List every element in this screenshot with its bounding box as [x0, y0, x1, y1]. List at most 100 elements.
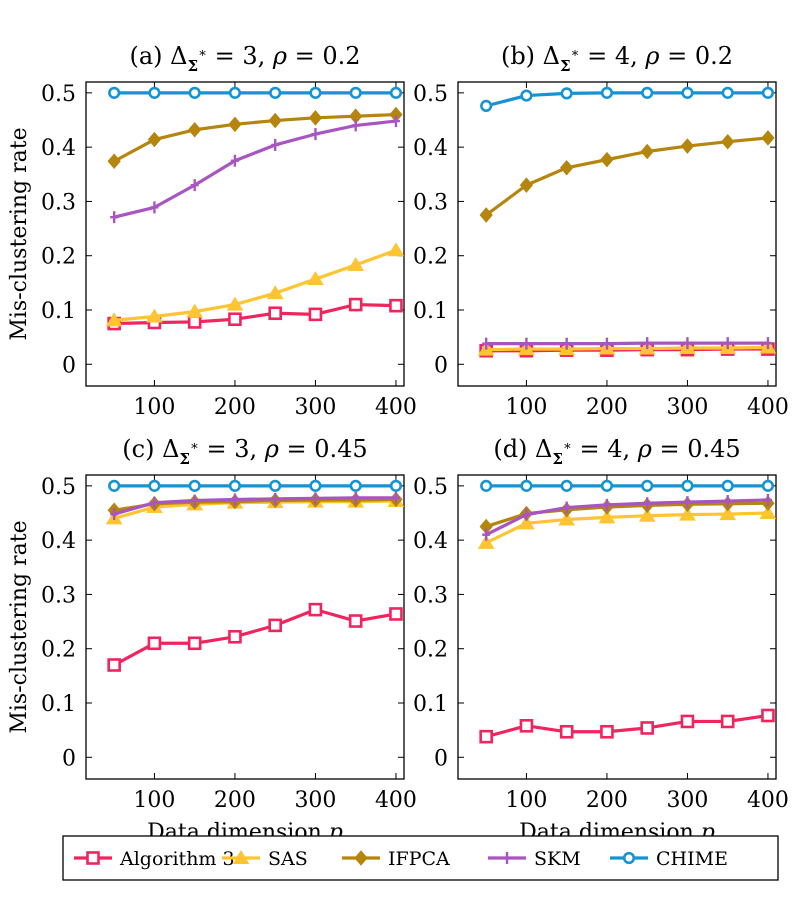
data-point	[640, 143, 654, 160]
legend-label: SAS	[268, 848, 308, 870]
data-point	[389, 86, 403, 99]
data-point	[602, 498, 611, 511]
panel-title-part: (c)	[122, 435, 162, 463]
data-point	[226, 296, 244, 311]
data-point	[482, 337, 491, 350]
data-point	[723, 337, 732, 350]
y-tick-label: 0.3	[413, 190, 448, 215]
data-point	[763, 493, 772, 506]
plot-frame	[85, 81, 405, 387]
data-point	[311, 128, 320, 141]
data-point	[559, 724, 574, 739]
legend-marker	[232, 850, 250, 864]
data-point	[309, 86, 322, 99]
data-point	[147, 636, 162, 651]
data-point	[720, 714, 735, 729]
data-point	[150, 201, 159, 214]
data-point	[230, 493, 239, 506]
data-point	[522, 508, 531, 521]
chart-panel: 0 0.1 0.2 0.3 0.4 0.5 100 200 300 400 (a) ΔΣ∗ = 3,…	[7, 42, 417, 420]
x-tick-label: 100	[133, 788, 175, 813]
data-point	[188, 86, 201, 99]
legend-label: CHIME	[656, 848, 728, 870]
data-point	[271, 138, 280, 151]
data-point	[190, 494, 199, 507]
panel-title-part: ρ	[264, 435, 279, 463]
panel-title-part: (b)	[501, 42, 543, 70]
data-point	[719, 506, 737, 521]
data-point	[761, 708, 775, 723]
y-tick-label: 0.2	[41, 638, 76, 663]
data-point	[228, 312, 242, 327]
data-point	[522, 337, 531, 350]
panel-title-part: = 3,	[199, 435, 265, 463]
y-tick-label: 0.3	[41, 583, 76, 608]
series-skm	[110, 491, 400, 521]
data-point	[188, 122, 202, 138]
data-point	[309, 479, 322, 492]
data-point	[482, 528, 491, 541]
series-chime	[480, 479, 775, 492]
data-point	[681, 479, 694, 492]
legend-marker	[86, 851, 100, 865]
legend-item: IFPCA	[342, 848, 450, 870]
data-point	[349, 479, 362, 492]
data-point	[558, 511, 576, 526]
data-point	[308, 110, 323, 126]
series-chime	[480, 86, 775, 112]
legend-marker	[354, 850, 368, 866]
data-point	[643, 337, 652, 350]
panel-title-part: = 4,	[579, 42, 645, 70]
panel-title-part: = 3,	[207, 42, 273, 70]
data-point	[560, 87, 573, 100]
panel-title-part: = 0.45	[652, 435, 741, 463]
data-point	[188, 479, 201, 492]
panel-title-part: Σ	[552, 450, 563, 468]
legend-item: SKM	[488, 848, 581, 870]
legend-item: CHIME	[610, 848, 728, 870]
chart-panel: 0 0.1 0.2 0.3 0.4 0.5 100 200 300 400 (d) ΔΣ∗ = 4,…	[413, 435, 789, 845]
y-tick-label: 0.2	[413, 245, 448, 270]
x-tick-label: 400	[375, 395, 417, 420]
data-point	[598, 509, 616, 524]
x-tick-label: 100	[505, 788, 547, 813]
data-point	[228, 479, 242, 492]
x-tick-label: 200	[586, 395, 628, 420]
series-chime	[108, 479, 403, 492]
series-chime	[108, 86, 403, 99]
data-point	[148, 479, 161, 492]
data-point	[108, 479, 121, 492]
legend-marker	[503, 852, 511, 864]
data-point	[389, 298, 403, 313]
series-line	[114, 248, 397, 322]
data-point	[268, 112, 282, 129]
data-point	[721, 133, 735, 150]
panel-title-part: ∗	[571, 46, 580, 61]
panel-title-part: Σ	[188, 57, 199, 75]
y-tick-label: 0.5	[413, 475, 448, 500]
data-point	[187, 636, 202, 651]
data-point	[721, 86, 734, 99]
y-tick-label: 0.1	[413, 299, 448, 324]
legend-label: IFPCA	[388, 848, 450, 870]
data-point	[479, 207, 493, 223]
y-tick-label: 0.5	[413, 82, 448, 107]
legend: Algorithm 3 SAS IFPCA SKM CHIME	[62, 835, 779, 881]
y-tick-label: 0	[434, 746, 448, 771]
y-tick-label: 0.1	[41, 299, 76, 324]
series-line	[485, 498, 768, 537]
data-point	[600, 479, 614, 492]
y-tick-label: 0.1	[41, 692, 76, 717]
data-point	[518, 515, 535, 530]
y-tick-label: 0.5	[41, 82, 76, 107]
data-point	[600, 151, 614, 168]
y-tick-label: 0	[62, 746, 76, 771]
y-tick-label: 0.4	[413, 136, 448, 161]
data-point	[641, 86, 654, 99]
data-point	[351, 491, 360, 504]
data-point	[110, 211, 119, 224]
data-point	[723, 495, 732, 508]
data-point	[520, 89, 533, 102]
series-sas	[105, 242, 405, 327]
